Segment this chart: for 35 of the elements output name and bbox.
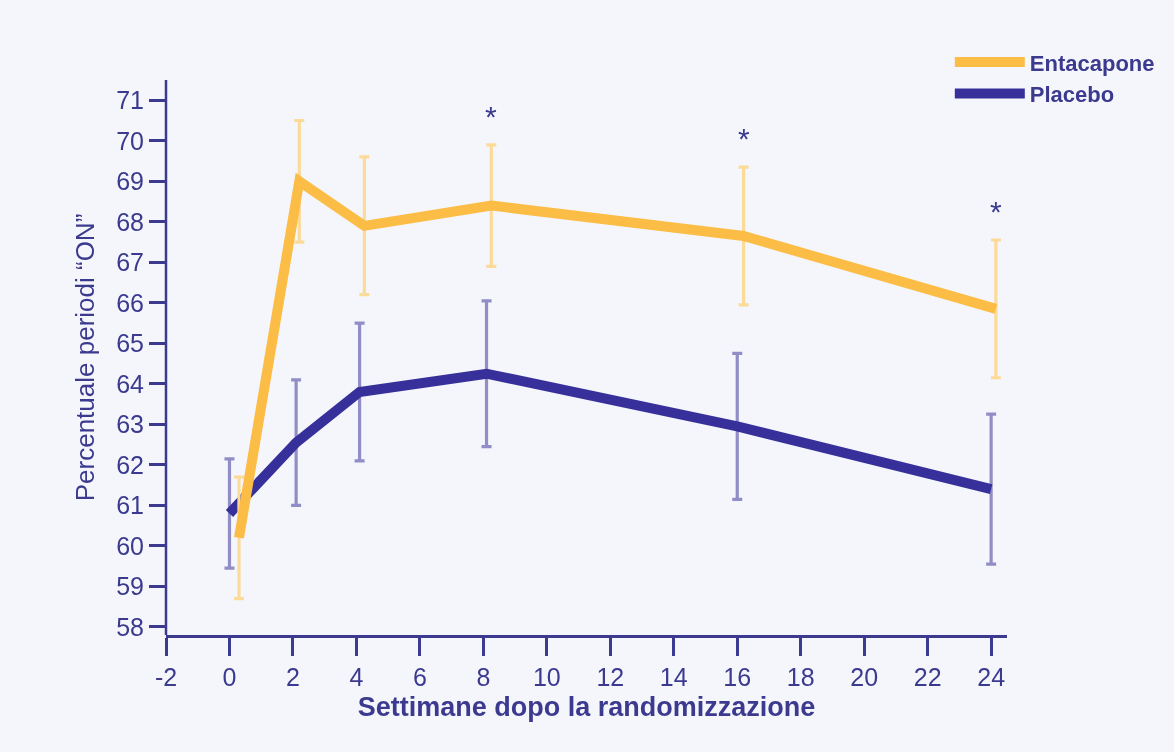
annotation: * [738, 122, 750, 155]
x-tick-label: 24 [977, 662, 1006, 691]
x-tick-label: 12 [596, 662, 625, 691]
x-tick-label: 22 [913, 662, 942, 691]
x-tick-label: 2 [285, 662, 300, 691]
y-tick-label: 58 [116, 612, 144, 641]
legend-label: Placebo [1029, 82, 1115, 108]
y-axis-title: Percentuale periodi “ON” [69, 213, 100, 502]
y-tick-label: 66 [116, 288, 144, 317]
y-tick-label: 67 [116, 248, 144, 277]
y-tick-label: 68 [116, 207, 144, 236]
x-tick-label: 20 [850, 662, 879, 691]
y-tick-label: 70 [116, 126, 144, 155]
y-tick-label: 65 [116, 329, 144, 358]
y-tick-label: 71 [116, 86, 144, 115]
y-tick-label: 62 [116, 450, 144, 479]
annotation: * [990, 195, 1002, 228]
x-tick-label: 8 [476, 662, 491, 691]
x-tick-label: 0 [222, 662, 237, 691]
x-tick-label: 10 [532, 662, 561, 691]
x-tick-label: 18 [786, 662, 815, 691]
y-tick-label: 59 [116, 572, 144, 601]
x-tick-label: -2 [154, 662, 178, 691]
x-tick-label: 16 [723, 662, 752, 691]
y-tick-label: 61 [116, 491, 144, 520]
y-tick-label: 60 [116, 531, 144, 560]
x-tick-label: 4 [349, 662, 364, 691]
y-tick-label: 69 [116, 167, 144, 196]
x-axis-title: Settimane dopo la randomizzazione [357, 692, 816, 723]
x-tick-label: 6 [412, 662, 427, 691]
x-tick-label: 14 [659, 662, 688, 691]
y-tick-label: 63 [116, 410, 144, 439]
y-tick-label: 64 [116, 369, 145, 398]
legend-label: Entacapone [1029, 50, 1155, 76]
annotation: * [485, 100, 497, 133]
